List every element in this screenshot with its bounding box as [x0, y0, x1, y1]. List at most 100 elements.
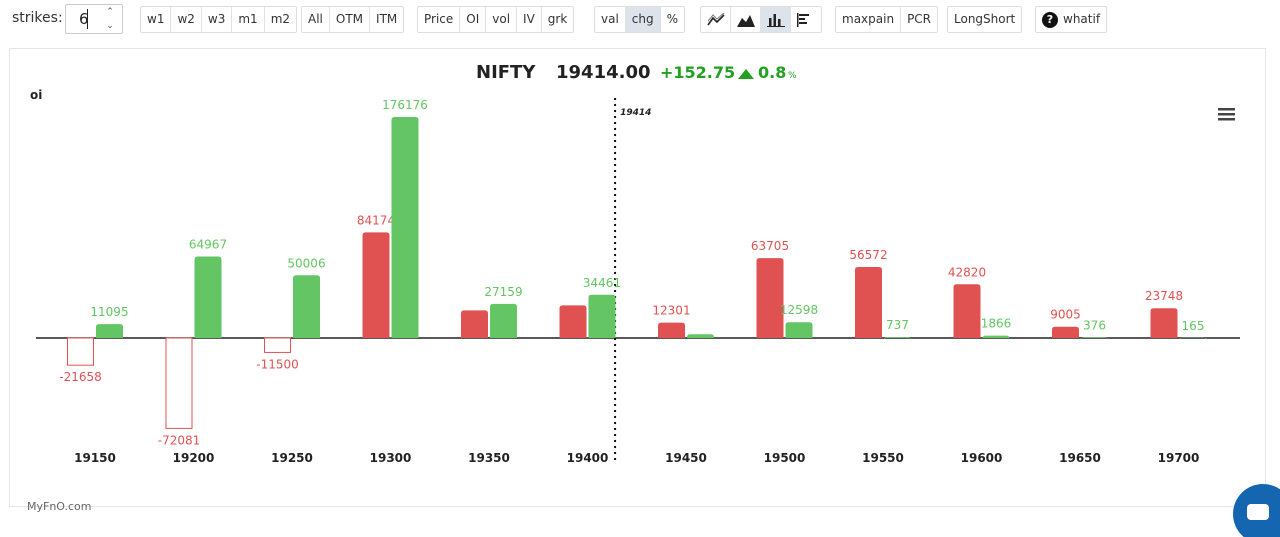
chart-title-change: +152.75	[660, 63, 735, 82]
expiry-button-w1[interactable]: w1	[141, 7, 172, 32]
x-tick-label: 19500	[764, 451, 806, 465]
line-chart-icon[interactable]	[701, 7, 731, 32]
area-chart-icon[interactable]	[731, 7, 761, 32]
x-tick-label: 19450	[665, 451, 707, 465]
stepper-up-icon[interactable]: ⌃	[106, 7, 114, 17]
whatif-label: whatif	[1063, 12, 1101, 26]
bar[interactable]	[293, 275, 320, 338]
data-label: 63705	[751, 239, 789, 253]
chat-bubble-icon[interactable]	[1233, 484, 1280, 537]
bar[interactable]	[687, 334, 714, 338]
longshort-button-group: LongShort	[947, 6, 1023, 33]
bar[interactable]	[490, 303, 517, 338]
bar[interactable]	[1081, 337, 1108, 341]
bar[interactable]	[658, 322, 685, 338]
brand-watermark: MyFnO.com	[27, 500, 92, 513]
data-label: -11500	[256, 357, 299, 371]
mode-button-chg[interactable]: chg	[625, 7, 661, 32]
data-label: 12598	[780, 303, 818, 317]
pcr-button[interactable]: PCR	[907, 12, 932, 26]
toolbar: strikes: 6 ⌃ ⌄ w1 w2 w3 m1 m2 All OTM IT…	[0, 4, 1280, 34]
moneyness-button-itm[interactable]: ITM	[376, 12, 398, 26]
chart-title-change-pct: 0.8	[758, 63, 786, 82]
x-tick-label: 19300	[370, 451, 412, 465]
chart-type-button-group	[700, 6, 822, 33]
bar[interactable]	[588, 294, 616, 338]
data-label: 27159	[484, 285, 522, 299]
strikes-label: strikes:	[12, 10, 63, 26]
metric-button-oi[interactable]: OI	[460, 7, 487, 32]
expiry-button-group: w1 w2 w3 m1 m2	[140, 6, 298, 33]
strikes-stepper[interactable]: 6 ⌃ ⌄	[65, 4, 123, 34]
bar[interactable]	[884, 337, 911, 341]
x-tick-label: 19600	[961, 451, 1003, 465]
data-label: 11095	[90, 305, 128, 319]
bar[interactable]	[461, 310, 488, 338]
data-label: 64967	[189, 238, 227, 252]
horizontal-bar-chart-icon[interactable]	[791, 7, 821, 32]
strikes-value[interactable]: 6	[79, 10, 89, 28]
expiry-button-m2[interactable]: m2	[270, 12, 291, 26]
bar[interactable]	[362, 232, 390, 338]
bar[interactable]	[1052, 326, 1079, 338]
data-label: 42820	[948, 265, 986, 279]
data-label: -72081	[158, 433, 201, 447]
bar[interactable]	[391, 117, 419, 338]
bar[interactable]	[96, 324, 123, 338]
x-tick-label: 19350	[468, 451, 510, 465]
mode-button-val[interactable]: val	[595, 7, 626, 32]
x-tick-label: 19650	[1059, 451, 1101, 465]
expiry-button-w2[interactable]: w2	[171, 7, 202, 32]
x-tick-label: 19250	[271, 451, 313, 465]
moneyness-button-otm[interactable]: OTM	[330, 7, 371, 32]
whatif-button[interactable]: ? whatif	[1036, 7, 1106, 32]
data-label: 376	[1083, 319, 1106, 333]
bar[interactable]	[194, 256, 222, 338]
chart-title-symbol: NIFTY	[476, 62, 536, 83]
bar[interactable]	[559, 305, 587, 338]
mode-button-group: val chg %	[594, 6, 686, 33]
chart-title-price: 19414.00	[556, 62, 651, 83]
whatif-button-group: ? whatif	[1035, 6, 1108, 33]
text-caret	[87, 9, 88, 29]
data-label: 176176	[382, 98, 428, 112]
data-label: 50006	[287, 256, 325, 270]
analysis-button-group: maxpain PCR	[835, 6, 939, 33]
bar[interactable]	[165, 337, 193, 429]
mode-button-percent[interactable]: %	[666, 12, 679, 26]
data-label: 9005	[1050, 308, 1081, 322]
metric-button-price[interactable]: Price	[418, 7, 461, 32]
data-label: 12301	[652, 304, 690, 318]
hamburger-menu-icon[interactable]	[1218, 108, 1235, 121]
expiry-button-m1[interactable]: m1	[232, 7, 265, 32]
data-label: 23748	[1145, 289, 1183, 303]
stepper-down-icon[interactable]: ⌄	[106, 21, 114, 31]
bar[interactable]	[953, 284, 981, 338]
bar[interactable]	[756, 258, 784, 338]
data-label: 165	[1182, 319, 1205, 333]
triangle-up-icon	[738, 69, 754, 79]
metric-button-iv[interactable]: IV	[517, 7, 542, 32]
maxpain-button[interactable]: maxpain	[836, 7, 902, 32]
moneyness-button-all[interactable]: All	[302, 7, 330, 32]
metric-button-group: Price OI vol IV grk	[417, 6, 575, 33]
data-label: 34461	[583, 276, 621, 290]
data-label: 56572	[849, 248, 887, 262]
x-tick-label: 19200	[173, 451, 215, 465]
question-circle-icon: ?	[1042, 11, 1058, 28]
bar[interactable]	[264, 337, 291, 353]
longshort-button[interactable]: LongShort	[954, 12, 1016, 26]
bar[interactable]	[785, 322, 813, 338]
bar-chart-icon[interactable]	[761, 7, 791, 32]
data-label: 737	[886, 318, 909, 332]
bar[interactable]	[855, 267, 882, 338]
bar[interactable]	[982, 335, 1010, 339]
moneyness-button-group: All OTM ITM	[301, 6, 405, 33]
expiry-button-w3[interactable]: w3	[202, 7, 233, 32]
metric-button-vol[interactable]: vol	[486, 7, 518, 32]
chart-title-change-pct-unit: %	[788, 71, 797, 81]
bar[interactable]	[67, 337, 94, 366]
metric-button-grk[interactable]: grk	[547, 12, 568, 26]
bar[interactable]	[1150, 308, 1178, 338]
